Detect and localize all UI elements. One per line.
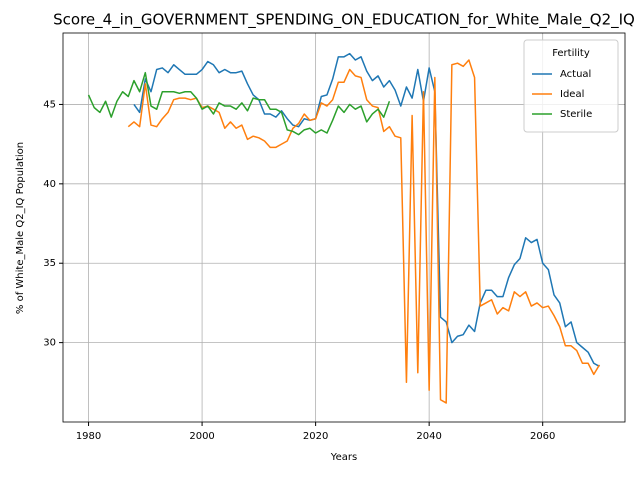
plot-frame	[62, 32, 626, 423]
chart-title: Score_4_in_GOVERNMENT_SPENDING_ON_EDUCAT…	[53, 11, 635, 30]
y-tick-label: 35	[43, 258, 56, 269]
x-tick-label: 1980	[76, 431, 101, 442]
line	[133, 52, 600, 368]
legend-box	[523, 39, 619, 133]
x-tick-label: 2000	[189, 431, 214, 442]
legend-label: Ideal	[560, 89, 584, 100]
y-axis-label: % of White_Male Q2_IQ Population	[15, 142, 26, 314]
legend: Fertility Actual Ideal Sterile	[523, 39, 619, 133]
x-axis-label: Years	[330, 452, 357, 463]
y-tick-label: 30	[43, 338, 56, 349]
legend-label: Actual	[560, 69, 591, 80]
x-tick-label: 2060	[530, 431, 555, 442]
y-tick-label: 40	[43, 179, 56, 190]
y-tick-label: 45	[43, 99, 56, 110]
legend-title: Fertility	[552, 48, 590, 59]
x-tick-label: 2040	[416, 431, 441, 442]
line	[87, 71, 391, 136]
legend-label: Sterile	[560, 109, 592, 120]
x-tick-label: 2020	[303, 431, 328, 442]
